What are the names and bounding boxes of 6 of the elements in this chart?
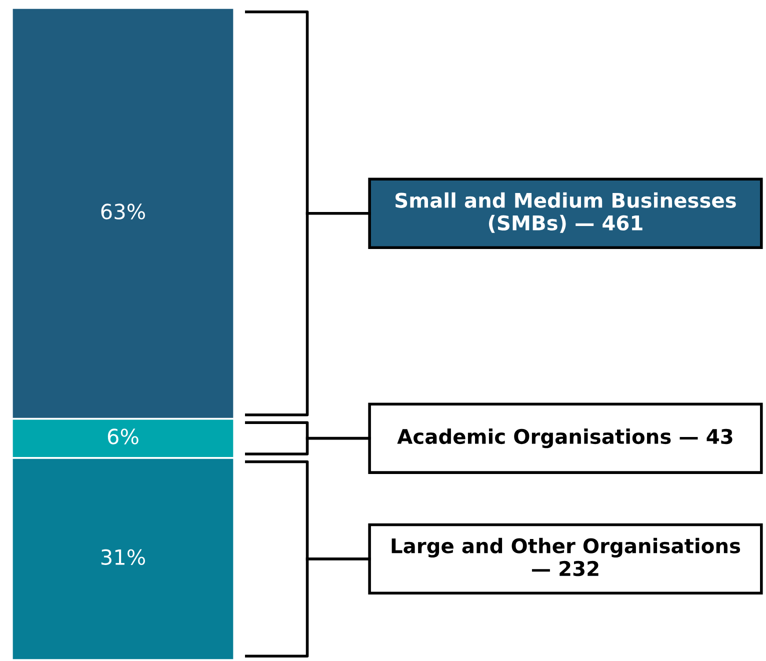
text: Large and Other Organisations — 232 bbox=[392, 538, 740, 576]
data-label: 6% bbox=[108, 428, 138, 444]
text: Small and Medium Businesses (SMBs) — 461 bbox=[396, 192, 736, 233]
data-label: 63% bbox=[101, 204, 146, 220]
data-label: 31% bbox=[101, 549, 146, 565]
text: Academic Organisations — 43 bbox=[397, 428, 732, 448]
